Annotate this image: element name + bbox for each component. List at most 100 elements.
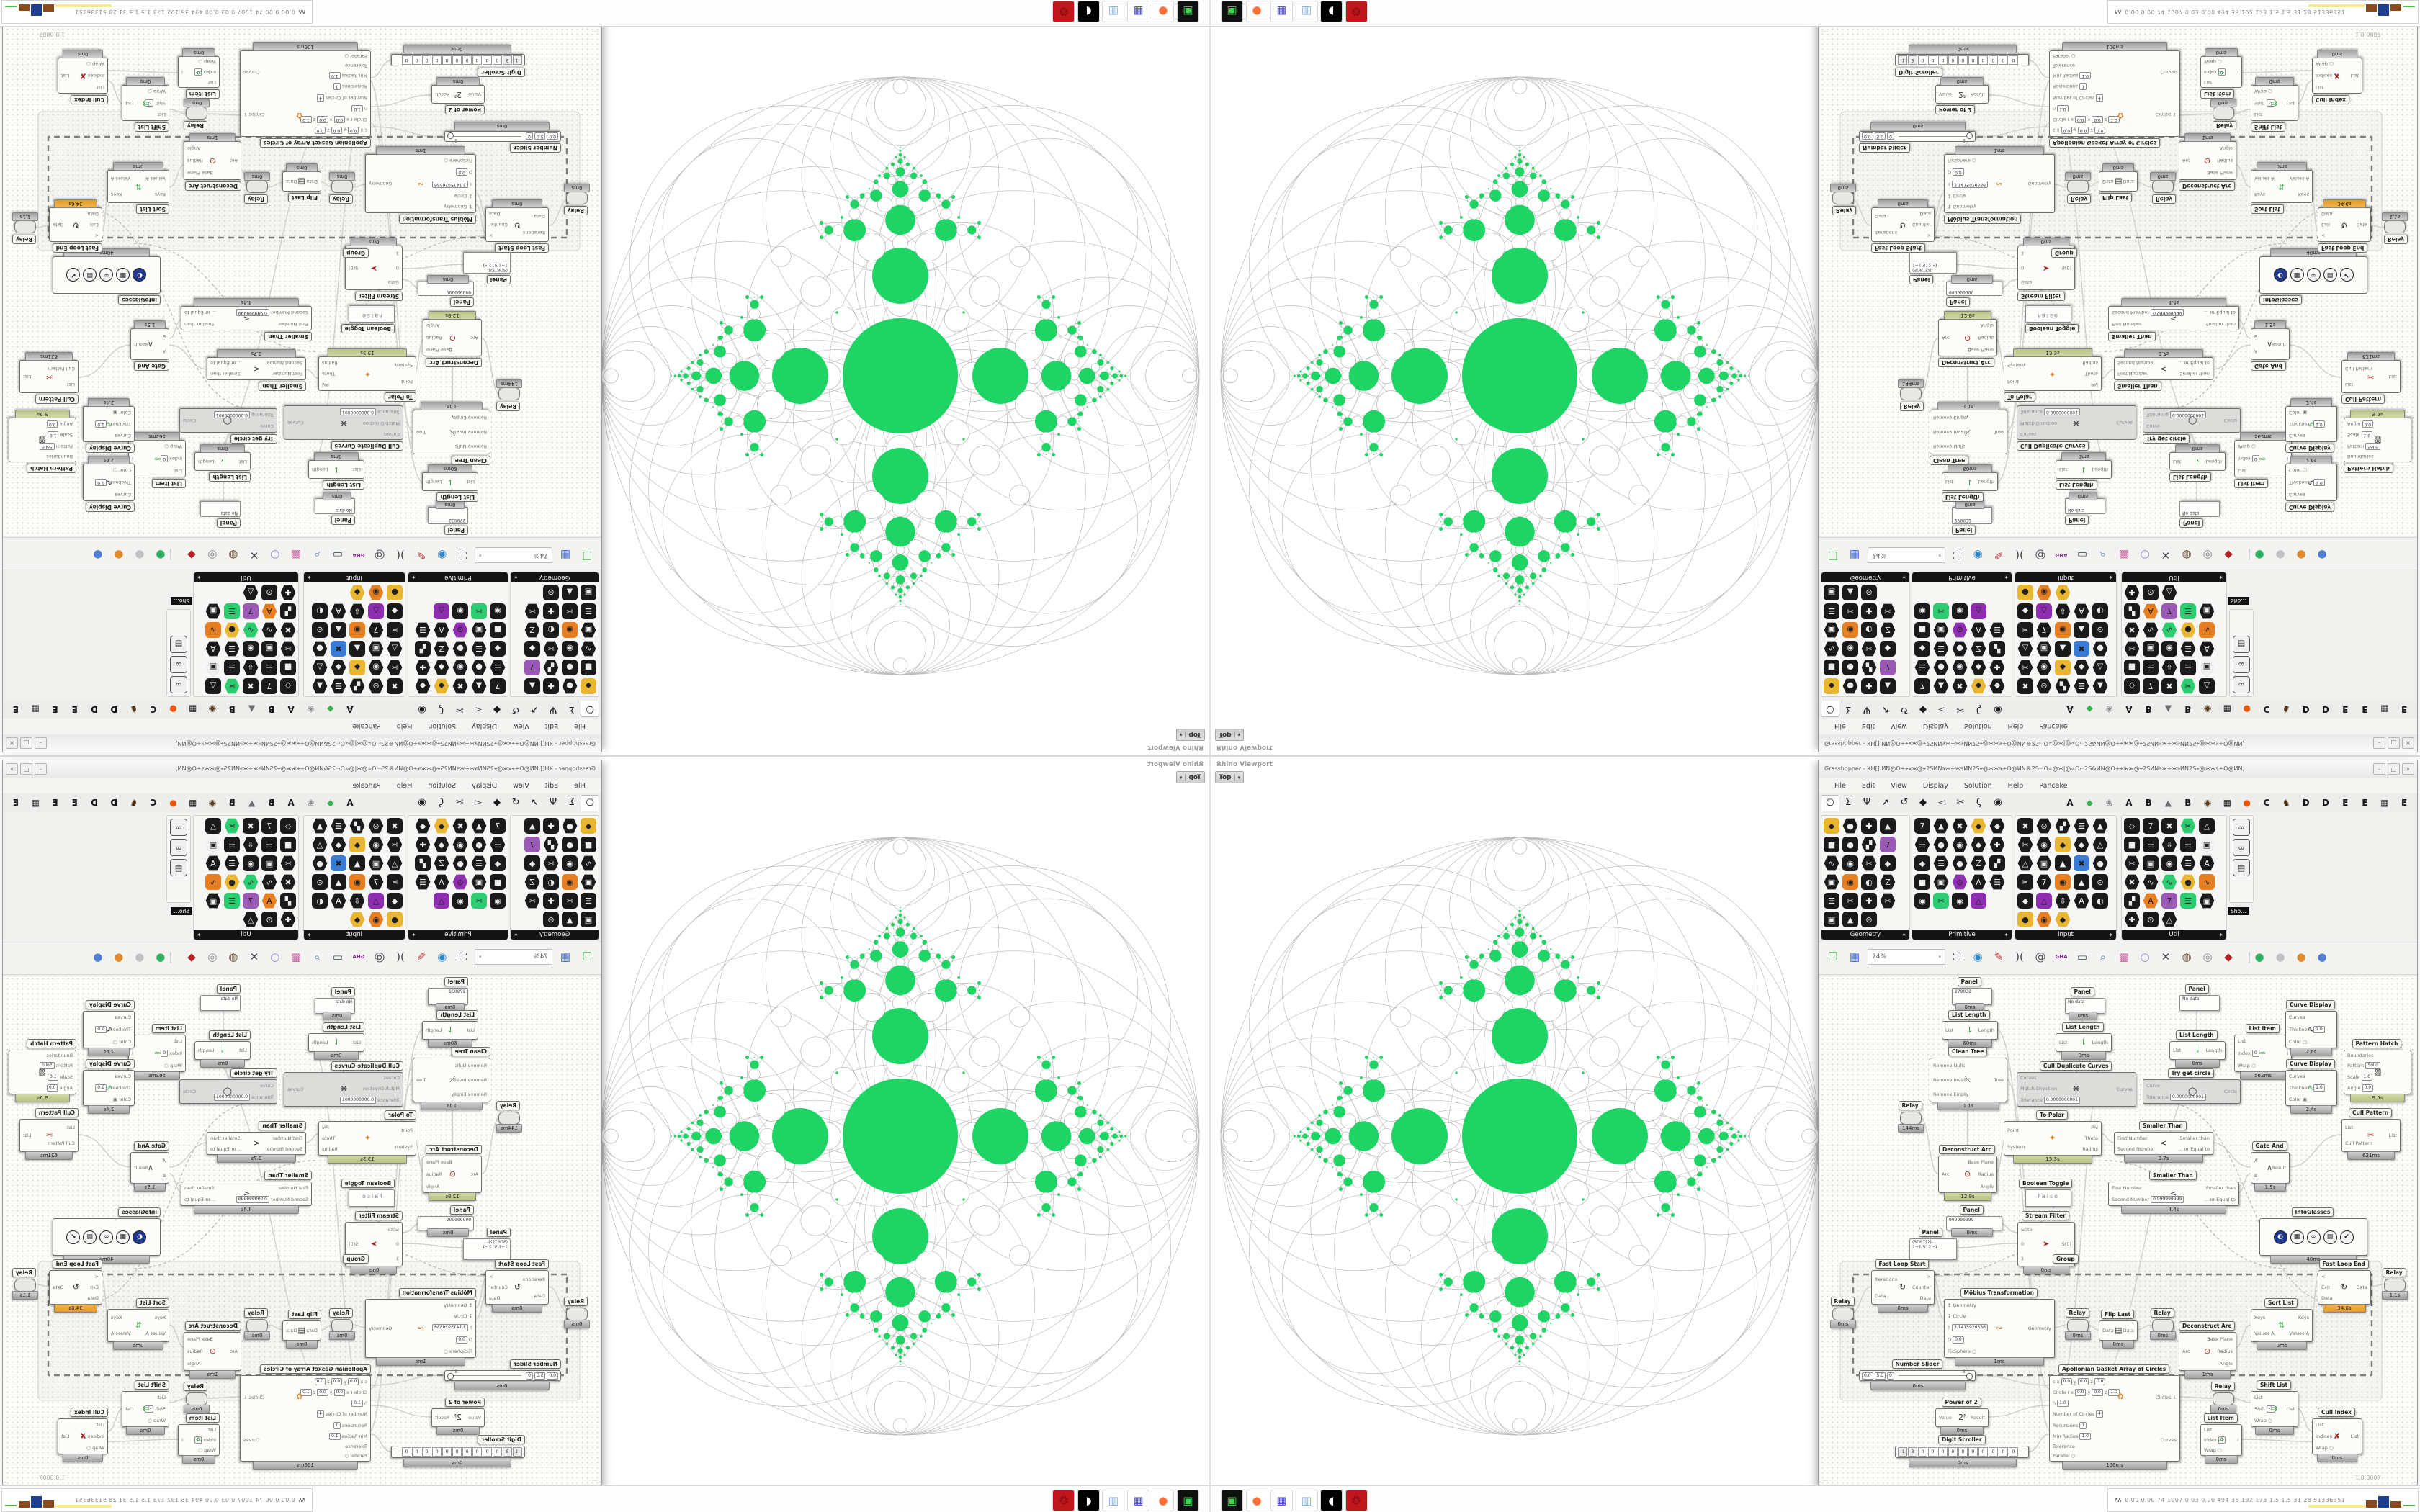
component-icon[interactable]: ◆ [1989, 678, 2005, 694]
component-icon[interactable]: A [331, 893, 346, 909]
component-icon[interactable]: ▣ [261, 641, 277, 657]
component-icon[interactable]: ✖ [452, 818, 468, 834]
component-icon[interactable]: ▞ [415, 855, 431, 871]
zoom-select[interactable]: 74% ▾ [1868, 949, 1945, 965]
component-icon[interactable]: △ [387, 641, 403, 657]
component-icon[interactable]: 7 [2161, 893, 2177, 909]
plugin-tab-7[interactable]: ◉ [2203, 798, 2212, 808]
plugin-tab-3[interactable]: A [287, 704, 295, 714]
gh-node-clean-tree[interactable]: Remove Nulls Remove Invalid Remove Empty Tr… [413, 410, 490, 454]
gh-node-apollonian-gasket-array-of-circles[interactable]: c x 0.0 y 0.0 z 0.0 Circle r x 0.0 y 0.0 z 1.0 n 1.0 N… [240, 1375, 371, 1462]
component-icon[interactable]: ✖ [1952, 678, 1968, 694]
infoglasses-icon[interactable]: ▤ [170, 859, 187, 876]
gh-node-sort-list[interactable]: Keys Values A Keys Values A ⇅ [2251, 1309, 2313, 1342]
component-icon[interactable]: ✂ [543, 641, 559, 657]
component-icon[interactable]: ▣ [368, 855, 384, 871]
plugin-tab-9[interactable]: ● [169, 704, 177, 714]
plugin-tab-1[interactable]: ◆ [2086, 704, 2093, 714]
component-icon[interactable]: ■ [1914, 622, 1930, 638]
component-icon[interactable]: ✂ [387, 837, 403, 852]
gh-canvas[interactable]: … 1.0.0007 Panel 279032 0ms List Length List… [3, 27, 600, 536]
component-icon[interactable]: △ [434, 893, 449, 909]
plugin-tab-13[interactable]: D [91, 704, 99, 714]
preview-shaded-icon[interactable]: ● [2254, 950, 2264, 963]
sketch-pen-icon[interactable]: ✎ [1994, 549, 2004, 562]
remote-icon[interactable]: @ [2035, 549, 2046, 562]
floppy64-app-icon[interactable]: ▦ [1127, 1490, 1150, 1511]
relay-node[interactable] [1832, 192, 1854, 204]
remote-icon[interactable]: @ [2035, 950, 2046, 963]
component-icon[interactable]: ✚ [415, 660, 431, 675]
component-icon[interactable]: ◉ [452, 660, 468, 675]
close-button[interactable]: ✕ [6, 763, 18, 775]
gh-canvas[interactable]: … 1.0.0007 Panel 279032 0ms List Length List… [1820, 27, 2417, 536]
panel-node[interactable]: 279032 [1952, 507, 1992, 524]
balloon-icon[interactable]: ○ [2140, 950, 2150, 963]
component-icon[interactable]: ✚ [1861, 678, 1877, 694]
category-tab-9[interactable]: ◉ [418, 704, 426, 715]
digit-scroller-node[interactable]: -1 3 0 0 0 0 0 0 0 0 0 0 [1895, 54, 2029, 66]
category-tab-2[interactable]: Ψ [549, 704, 557, 715]
preview-shaded-icon[interactable]: ● [156, 950, 166, 963]
gh-node-pattern-hatch[interactable]: Boundaries Pattern Solid Scale 1.0 Angle 0.0 ▨ [9, 1050, 76, 1094]
calculator-app-icon[interactable]: ▥ [1102, 1, 1125, 22]
component-icon[interactable]: ✖ [331, 641, 346, 657]
gh-node-smaller-than[interactable]: First Number Second Number Smaller than… o… [2114, 1132, 2213, 1155]
relay-node[interactable] [1832, 1308, 1854, 1320]
finder-icon[interactable]: ⌕ [2099, 950, 2107, 963]
menu-display[interactable]: Display [1922, 781, 1948, 790]
gh-node-curve-display[interactable]: Curves Thickness 1.0 Color ▣ ∿ [2285, 1070, 2337, 1106]
component-icon[interactable]: ◆ [349, 585, 365, 600]
component-icon[interactable]: ✚ [280, 585, 296, 600]
component-icon[interactable]: ∿ [243, 622, 259, 638]
component-icon[interactable]: 7 [524, 660, 540, 675]
gha-icon[interactable]: GHA [352, 954, 365, 960]
panel-footer-input[interactable]: Input ✦ [2015, 572, 2116, 582]
component-icon[interactable]: ▞ [1861, 837, 1877, 852]
relay-node[interactable] [1900, 387, 1922, 400]
rhino-viewport[interactable]: Rhino Viewport Top ▾ [1211, 757, 1819, 1485]
balloon-icon[interactable]: ○ [2140, 549, 2150, 562]
component-icon[interactable]: ◉ [1914, 893, 1930, 909]
component-icon[interactable]: ☰ [490, 837, 506, 852]
component-icon[interactable]: ⊙ [1861, 585, 1877, 600]
component-icon[interactable]: ✚ [1861, 893, 1877, 909]
infoglasses-node[interactable]: ◐ ▦ ∞ ▤ ✔ [2259, 256, 2367, 294]
component-icon[interactable]: ◇ [280, 678, 296, 694]
component-icon[interactable]: ✖ [2161, 818, 2177, 834]
component-icon[interactable]: 7 [243, 603, 259, 619]
component-icon[interactable]: ☰ [224, 660, 240, 675]
gh-node-list-item[interactable]: List Index 0 Wrap ○ i ⇨ [128, 1035, 186, 1072]
menu-edit[interactable]: Edit [544, 781, 559, 790]
component-icon[interactable]: ◆ [581, 678, 596, 694]
panel-footer-geometry[interactable]: Geometry ✦ [1821, 930, 1909, 940]
plugin-tab-9[interactable]: ● [2243, 704, 2251, 714]
component-icon[interactable]: A [1971, 874, 1986, 890]
gh-node-list-length[interactable]: List Length ⇂ [308, 460, 364, 479]
component-icon[interactable]: ◉ [1952, 603, 1968, 619]
gh-node-sort-list[interactable]: Keys Values A Keys Values A ⇅ [107, 1309, 169, 1342]
plugin-tab-6[interactable]: B [228, 704, 236, 714]
zoom-extents-icon[interactable]: ⛶ [459, 950, 467, 963]
component-icon[interactable]: △ [205, 678, 221, 694]
preview-eye-icon[interactable]: ◉ [1973, 950, 1983, 963]
floppy64-app-icon[interactable]: ▦ [1127, 1, 1150, 22]
boolean-toggle-node[interactable]: False [349, 1189, 395, 1207]
component-icon[interactable]: ☰ [2143, 660, 2159, 675]
zoom-extents-icon[interactable]: ⛶ [1953, 950, 1961, 963]
component-icon[interactable]: ◆ [2017, 603, 2033, 619]
component-icon[interactable]: ● [1842, 678, 1858, 694]
plugin-tab-5[interactable]: ▲ [248, 798, 256, 808]
component-icon[interactable]: ▲ [1842, 912, 1858, 927]
component-icon[interactable]: ✂ [543, 855, 559, 871]
plugin-tab-17[interactable]: E [12, 704, 19, 714]
gh-node-try-get-circle[interactable]: Curve Tolerance 0.0000000001 Circle ◯ [2143, 408, 2241, 433]
category-tab-8[interactable]: Ϛ [437, 797, 444, 808]
component-icon[interactable]: ● [471, 837, 487, 852]
component-icon[interactable]: ⊙ [312, 622, 328, 638]
gh-node-try-get-circle[interactable]: Curve Tolerance 0.0000000001 Circle ◯ [179, 1079, 277, 1104]
gh-node-smaller-than[interactable]: First Number Second Number 0.999999999 Smal… [2108, 1182, 2239, 1206]
component-icon[interactable]: ▞ [1989, 855, 2005, 871]
component-icon[interactable]: ◐ [2092, 603, 2108, 619]
relay-node[interactable] [2213, 1392, 2234, 1405]
